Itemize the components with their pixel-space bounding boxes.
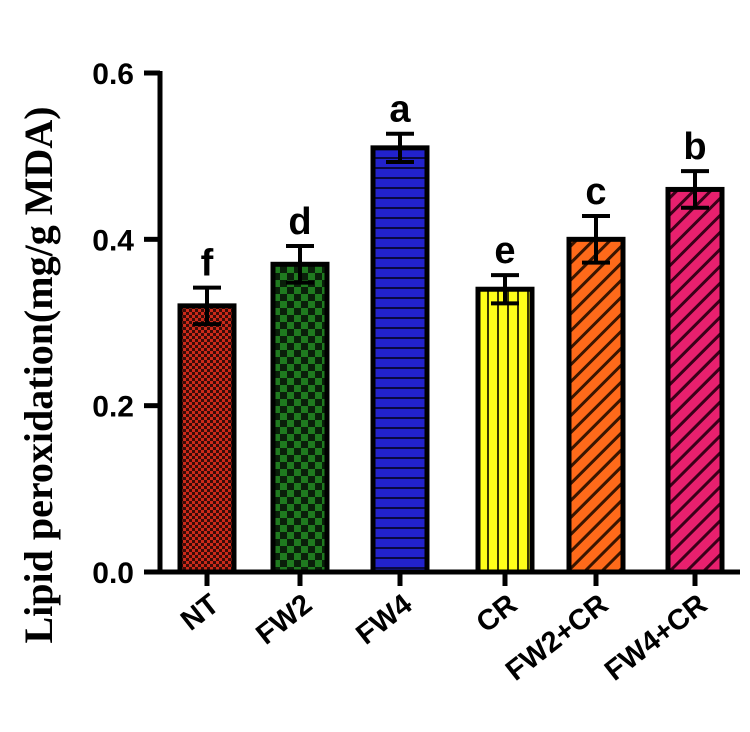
significance-label: b xyxy=(683,126,706,168)
x-tick-label: FW2+CR xyxy=(500,588,614,687)
bar-fw4 xyxy=(370,145,430,575)
x-tick-label: CR xyxy=(471,588,524,639)
bars xyxy=(177,131,725,575)
bar-nt xyxy=(177,303,237,575)
y-tick-label: 0.6 xyxy=(92,58,134,91)
x-tick-label: FW2 xyxy=(250,588,318,651)
bar-fw2 xyxy=(270,261,330,575)
bar-cr xyxy=(475,286,535,575)
bar-fw4-plus-cr xyxy=(665,186,725,575)
significance-label: c xyxy=(585,171,606,213)
significance-label: d xyxy=(288,201,311,243)
axes: 0.0 0.2 0.4 0.6 xyxy=(92,58,740,590)
significance-label: f xyxy=(201,243,214,285)
x-tick-label: FW4 xyxy=(350,588,418,651)
x-tick-label: NT xyxy=(175,588,225,637)
y-tick-label: 0.2 xyxy=(92,391,134,424)
y-tick-label: 0.0 xyxy=(92,557,134,590)
y-tick-label: 0.4 xyxy=(92,224,134,257)
bar-fw2-plus-cr xyxy=(566,236,626,575)
significance-label: a xyxy=(389,89,411,131)
significance-label: e xyxy=(494,230,515,272)
x-tick-label: FW4+CR xyxy=(599,588,713,687)
y-axis-title: Lipid peroxidation(mg/g MDA) xyxy=(16,106,61,643)
labels: f NT d FW2 a FW4 e CR c FW2+CR b FW4+CR xyxy=(175,89,713,688)
